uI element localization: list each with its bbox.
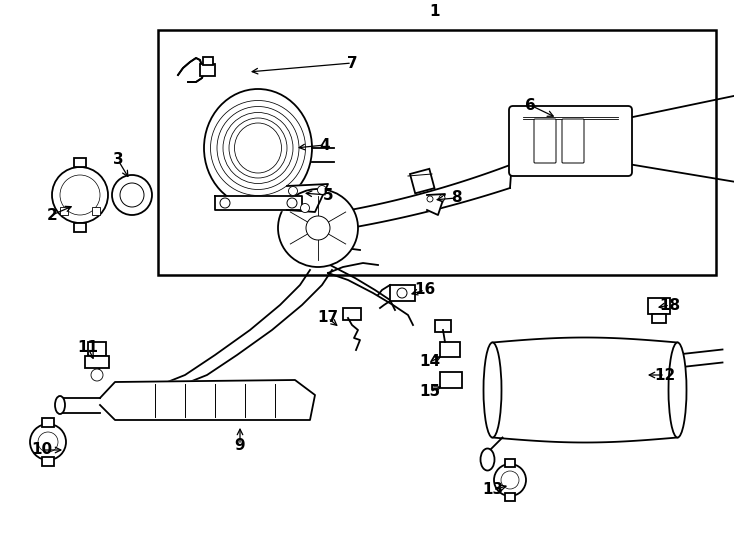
- Circle shape: [120, 183, 144, 207]
- Ellipse shape: [484, 342, 501, 437]
- Text: 7: 7: [346, 56, 357, 71]
- Polygon shape: [178, 58, 204, 82]
- Text: 9: 9: [235, 437, 245, 453]
- FancyBboxPatch shape: [562, 119, 584, 163]
- Circle shape: [91, 369, 103, 381]
- Text: 12: 12: [655, 368, 675, 382]
- Ellipse shape: [481, 449, 495, 470]
- Bar: [200, 64, 215, 76]
- Polygon shape: [215, 196, 302, 210]
- Circle shape: [501, 471, 519, 489]
- Text: 6: 6: [525, 98, 535, 112]
- Circle shape: [397, 288, 407, 298]
- Circle shape: [427, 196, 433, 202]
- Circle shape: [288, 186, 297, 195]
- Text: 5: 5: [323, 187, 333, 202]
- Bar: [88, 342, 106, 356]
- Bar: [203, 57, 213, 65]
- Text: 3: 3: [113, 152, 123, 167]
- Bar: [410, 169, 435, 193]
- Text: 14: 14: [419, 354, 440, 369]
- Bar: [74, 158, 86, 167]
- Circle shape: [38, 432, 58, 452]
- Ellipse shape: [55, 396, 65, 414]
- Text: 18: 18: [659, 298, 680, 313]
- Bar: [435, 320, 451, 332]
- Text: 1: 1: [429, 4, 440, 19]
- Ellipse shape: [204, 89, 312, 207]
- Polygon shape: [287, 184, 328, 212]
- Bar: [390, 285, 415, 301]
- Polygon shape: [427, 194, 445, 215]
- Circle shape: [52, 167, 108, 223]
- Text: 11: 11: [78, 341, 98, 355]
- Circle shape: [300, 204, 310, 213]
- Circle shape: [306, 216, 330, 240]
- Bar: [652, 314, 666, 323]
- Text: 17: 17: [317, 310, 338, 326]
- Bar: [42, 457, 54, 466]
- Ellipse shape: [278, 189, 358, 267]
- Circle shape: [318, 186, 327, 194]
- Circle shape: [112, 175, 152, 215]
- Bar: [343, 308, 361, 320]
- Bar: [158, 30, 716, 275]
- Bar: [440, 372, 462, 388]
- Text: 2: 2: [47, 207, 57, 222]
- Text: 4: 4: [320, 138, 330, 152]
- Bar: [85, 356, 109, 368]
- Ellipse shape: [669, 342, 686, 437]
- Polygon shape: [100, 380, 315, 420]
- Bar: [74, 223, 86, 232]
- Circle shape: [220, 198, 230, 208]
- Bar: [92, 207, 101, 215]
- Text: 10: 10: [32, 442, 53, 457]
- Circle shape: [30, 424, 66, 460]
- Circle shape: [60, 175, 100, 215]
- Circle shape: [439, 195, 445, 201]
- Circle shape: [287, 198, 297, 208]
- Bar: [42, 418, 54, 427]
- Bar: [505, 493, 515, 501]
- Text: 16: 16: [415, 282, 435, 298]
- Bar: [648, 298, 670, 314]
- Text: 15: 15: [419, 384, 440, 400]
- Circle shape: [494, 464, 526, 496]
- Bar: [59, 207, 68, 215]
- Bar: [440, 342, 460, 357]
- Text: 8: 8: [451, 191, 461, 206]
- Bar: [505, 459, 515, 467]
- FancyBboxPatch shape: [509, 106, 632, 176]
- Text: 13: 13: [482, 483, 504, 497]
- FancyBboxPatch shape: [534, 119, 556, 163]
